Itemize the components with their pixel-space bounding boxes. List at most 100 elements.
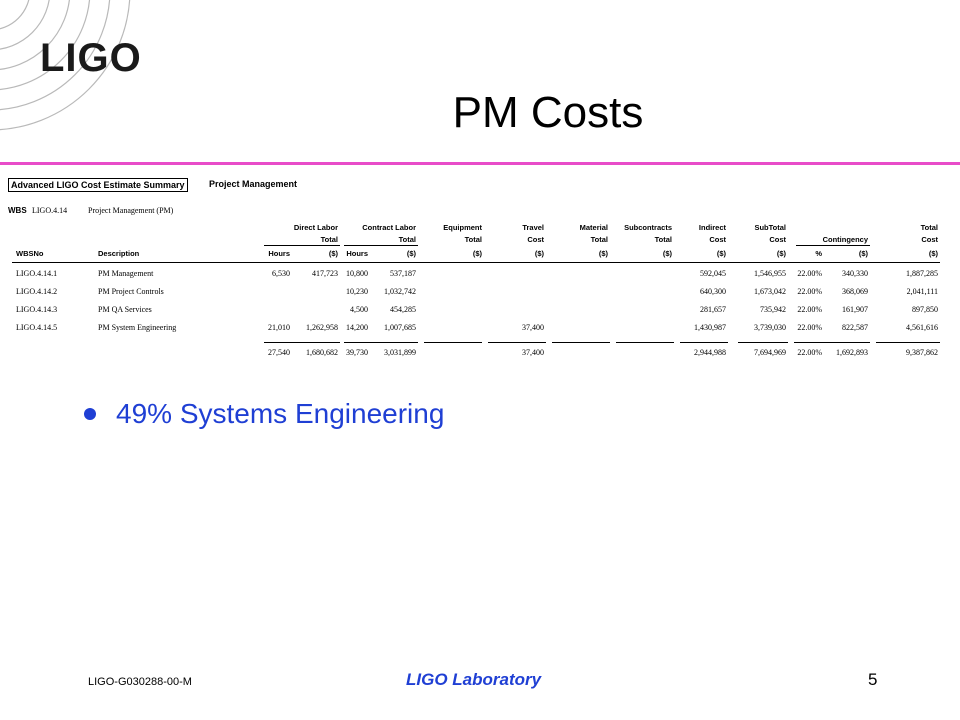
header-cl-hours: Hours	[346, 249, 368, 258]
total-rule-sub	[616, 342, 674, 343]
bullet-text: 49% Systems Engineering	[116, 398, 445, 429]
table-cell-dl-total: 1,262,958	[306, 323, 338, 332]
table-cell-cont-amt: 368,069	[842, 287, 868, 296]
table-cell-total: 1,887,285	[906, 269, 938, 278]
total-cell-indirect: 2,944,988	[694, 348, 726, 357]
table-cell-indirect: 640,300	[700, 287, 726, 296]
header-wbsno: WBSNo	[16, 249, 44, 258]
total-cell-cont-amt: 1,692,893	[836, 348, 868, 357]
bullet-item: 49% Systems Engineering	[84, 398, 444, 430]
total-rule-travel	[488, 342, 546, 343]
subheader-total-cost: Cost	[921, 235, 938, 244]
total-rule-equip	[424, 342, 482, 343]
total-cell-total: 9,387,862	[906, 348, 938, 357]
header-direct-labor: Direct Labor	[293, 223, 338, 232]
header-subtotal-dollars: ($)	[776, 249, 786, 258]
subheader-equip-total: Total	[464, 235, 482, 244]
table-cell-desc: PM Project Controls	[98, 287, 164, 296]
total-cell-cl-total: 3,031,899	[384, 348, 416, 357]
total-rule-dl	[264, 342, 340, 343]
ligo-logo: LIGO	[40, 36, 142, 80]
table-cell-cl-hours: 4,500	[350, 305, 368, 314]
table-cell-cl-hours: 14,200	[346, 323, 368, 332]
header-rule	[12, 262, 940, 263]
total-rule-total	[876, 342, 940, 343]
table-cell-subtotal: 735,942	[760, 305, 786, 314]
header-subcontracts: Subcontracts	[624, 223, 672, 232]
table-cell-cont-pct: 22.00%	[797, 287, 822, 296]
subheader-sub-total: Total	[654, 235, 672, 244]
table-cell-cl-total: 537,187	[390, 269, 416, 278]
table-cell-cont-amt: 822,587	[842, 323, 868, 332]
header-dl-hours: Hours	[268, 249, 290, 258]
table-cell-wbs: LIGO.4.14.1	[16, 269, 58, 278]
table-cell-subtotal: 3,739,030	[754, 323, 786, 332]
header-cont-pct: %	[815, 249, 822, 258]
table-cell-cont-amt: 340,330	[842, 269, 868, 278]
table-cell-indirect: 281,657	[700, 305, 726, 314]
table-cell-desc: PM QA Services	[98, 305, 152, 314]
table-cell-cl-hours: 10,230	[346, 287, 368, 296]
table-cell-cont-pct: 22.00%	[797, 269, 822, 278]
header-total: Total	[920, 223, 938, 232]
subheader-dl-total: Total	[320, 235, 338, 244]
divider-rule	[0, 162, 960, 165]
table-cell-indirect: 1,430,987	[694, 323, 726, 332]
header-subtotal: SubTotal	[754, 223, 786, 232]
header-travel: Travel	[522, 223, 544, 232]
total-rule-subtotal	[738, 342, 788, 343]
table-cell-desc: PM System Engineering	[98, 323, 177, 332]
header-equip-dollars: ($)	[472, 249, 482, 258]
header-cont-dollars: ($)	[858, 249, 868, 258]
wbs-label: WBS	[8, 206, 27, 215]
total-rule-material	[552, 342, 610, 343]
table-cell-cont-pct: 22.00%	[797, 323, 822, 332]
table-cell-total: 2,041,111	[906, 287, 938, 296]
total-rule-indirect	[680, 342, 728, 343]
subheader-material-total: Total	[590, 235, 608, 244]
total-cell-dl-hours: 27,540	[268, 348, 290, 357]
table-cell-wbs: LIGO.4.14.2	[16, 287, 58, 296]
header-sub-dollars: ($)	[662, 249, 672, 258]
table-cell-dl-total: 417,723	[312, 269, 338, 278]
header-dl-dollars: ($)	[328, 249, 338, 258]
wbs-code: LIGO.4.14	[32, 206, 68, 215]
subheader-travel-cost: Cost	[527, 235, 544, 244]
header-material-dollars: ($)	[598, 249, 608, 258]
slide-title: PM Costs	[452, 88, 644, 137]
footer-lab-name: LIGO Laboratory	[406, 670, 542, 689]
total-rule-cont	[794, 342, 870, 343]
table-cell-cont-amt: 161,907	[842, 305, 868, 314]
total-cell-travel: 37,400	[522, 348, 544, 357]
page-number: 5	[868, 670, 878, 689]
header-material: Material	[579, 223, 608, 232]
underline-direct-labor	[264, 245, 340, 246]
table-cell-total: 4,561,616	[906, 323, 938, 332]
total-cell-subtotal: 7,694,969	[754, 348, 786, 357]
table-cell-cl-total: 454,285	[390, 305, 416, 314]
table-cell-total: 897,850	[912, 305, 938, 314]
total-cell-cl-hours: 39,730	[346, 348, 368, 357]
subheader-contingency: Contingency	[822, 235, 868, 244]
header-indirect-dollars: ($)	[716, 249, 726, 258]
underline-contingency	[796, 245, 870, 246]
table-cell-subtotal: 1,673,042	[754, 287, 786, 296]
total-cell-dl-total: 1,680,682	[306, 348, 338, 357]
subheader-cl-total: Total	[398, 235, 416, 244]
header-total-dollars: ($)	[928, 249, 938, 258]
total-cell-cont-pct: 22.00%	[797, 348, 822, 357]
header-contract-labor: Contract Labor	[362, 223, 416, 232]
table-cell-desc: PM Management	[98, 269, 154, 278]
table-cell-travel: 37,400	[522, 323, 544, 332]
bullet-dot-icon	[84, 407, 96, 420]
table-cell-dl-hours: 21,010	[268, 323, 290, 332]
subheader-indirect-cost: Cost	[709, 235, 726, 244]
header-indirect: Indirect	[698, 223, 726, 232]
header-cl-dollars: ($)	[406, 249, 416, 258]
table-cell-subtotal: 1,546,955	[754, 269, 786, 278]
header-travel-dollars: ($)	[534, 249, 544, 258]
header-description: Description	[98, 249, 140, 258]
table-cell-cl-total: 1,032,742	[384, 287, 416, 296]
subheader-subtotal-cost: Cost	[769, 235, 786, 244]
total-rule-cl	[344, 342, 418, 343]
